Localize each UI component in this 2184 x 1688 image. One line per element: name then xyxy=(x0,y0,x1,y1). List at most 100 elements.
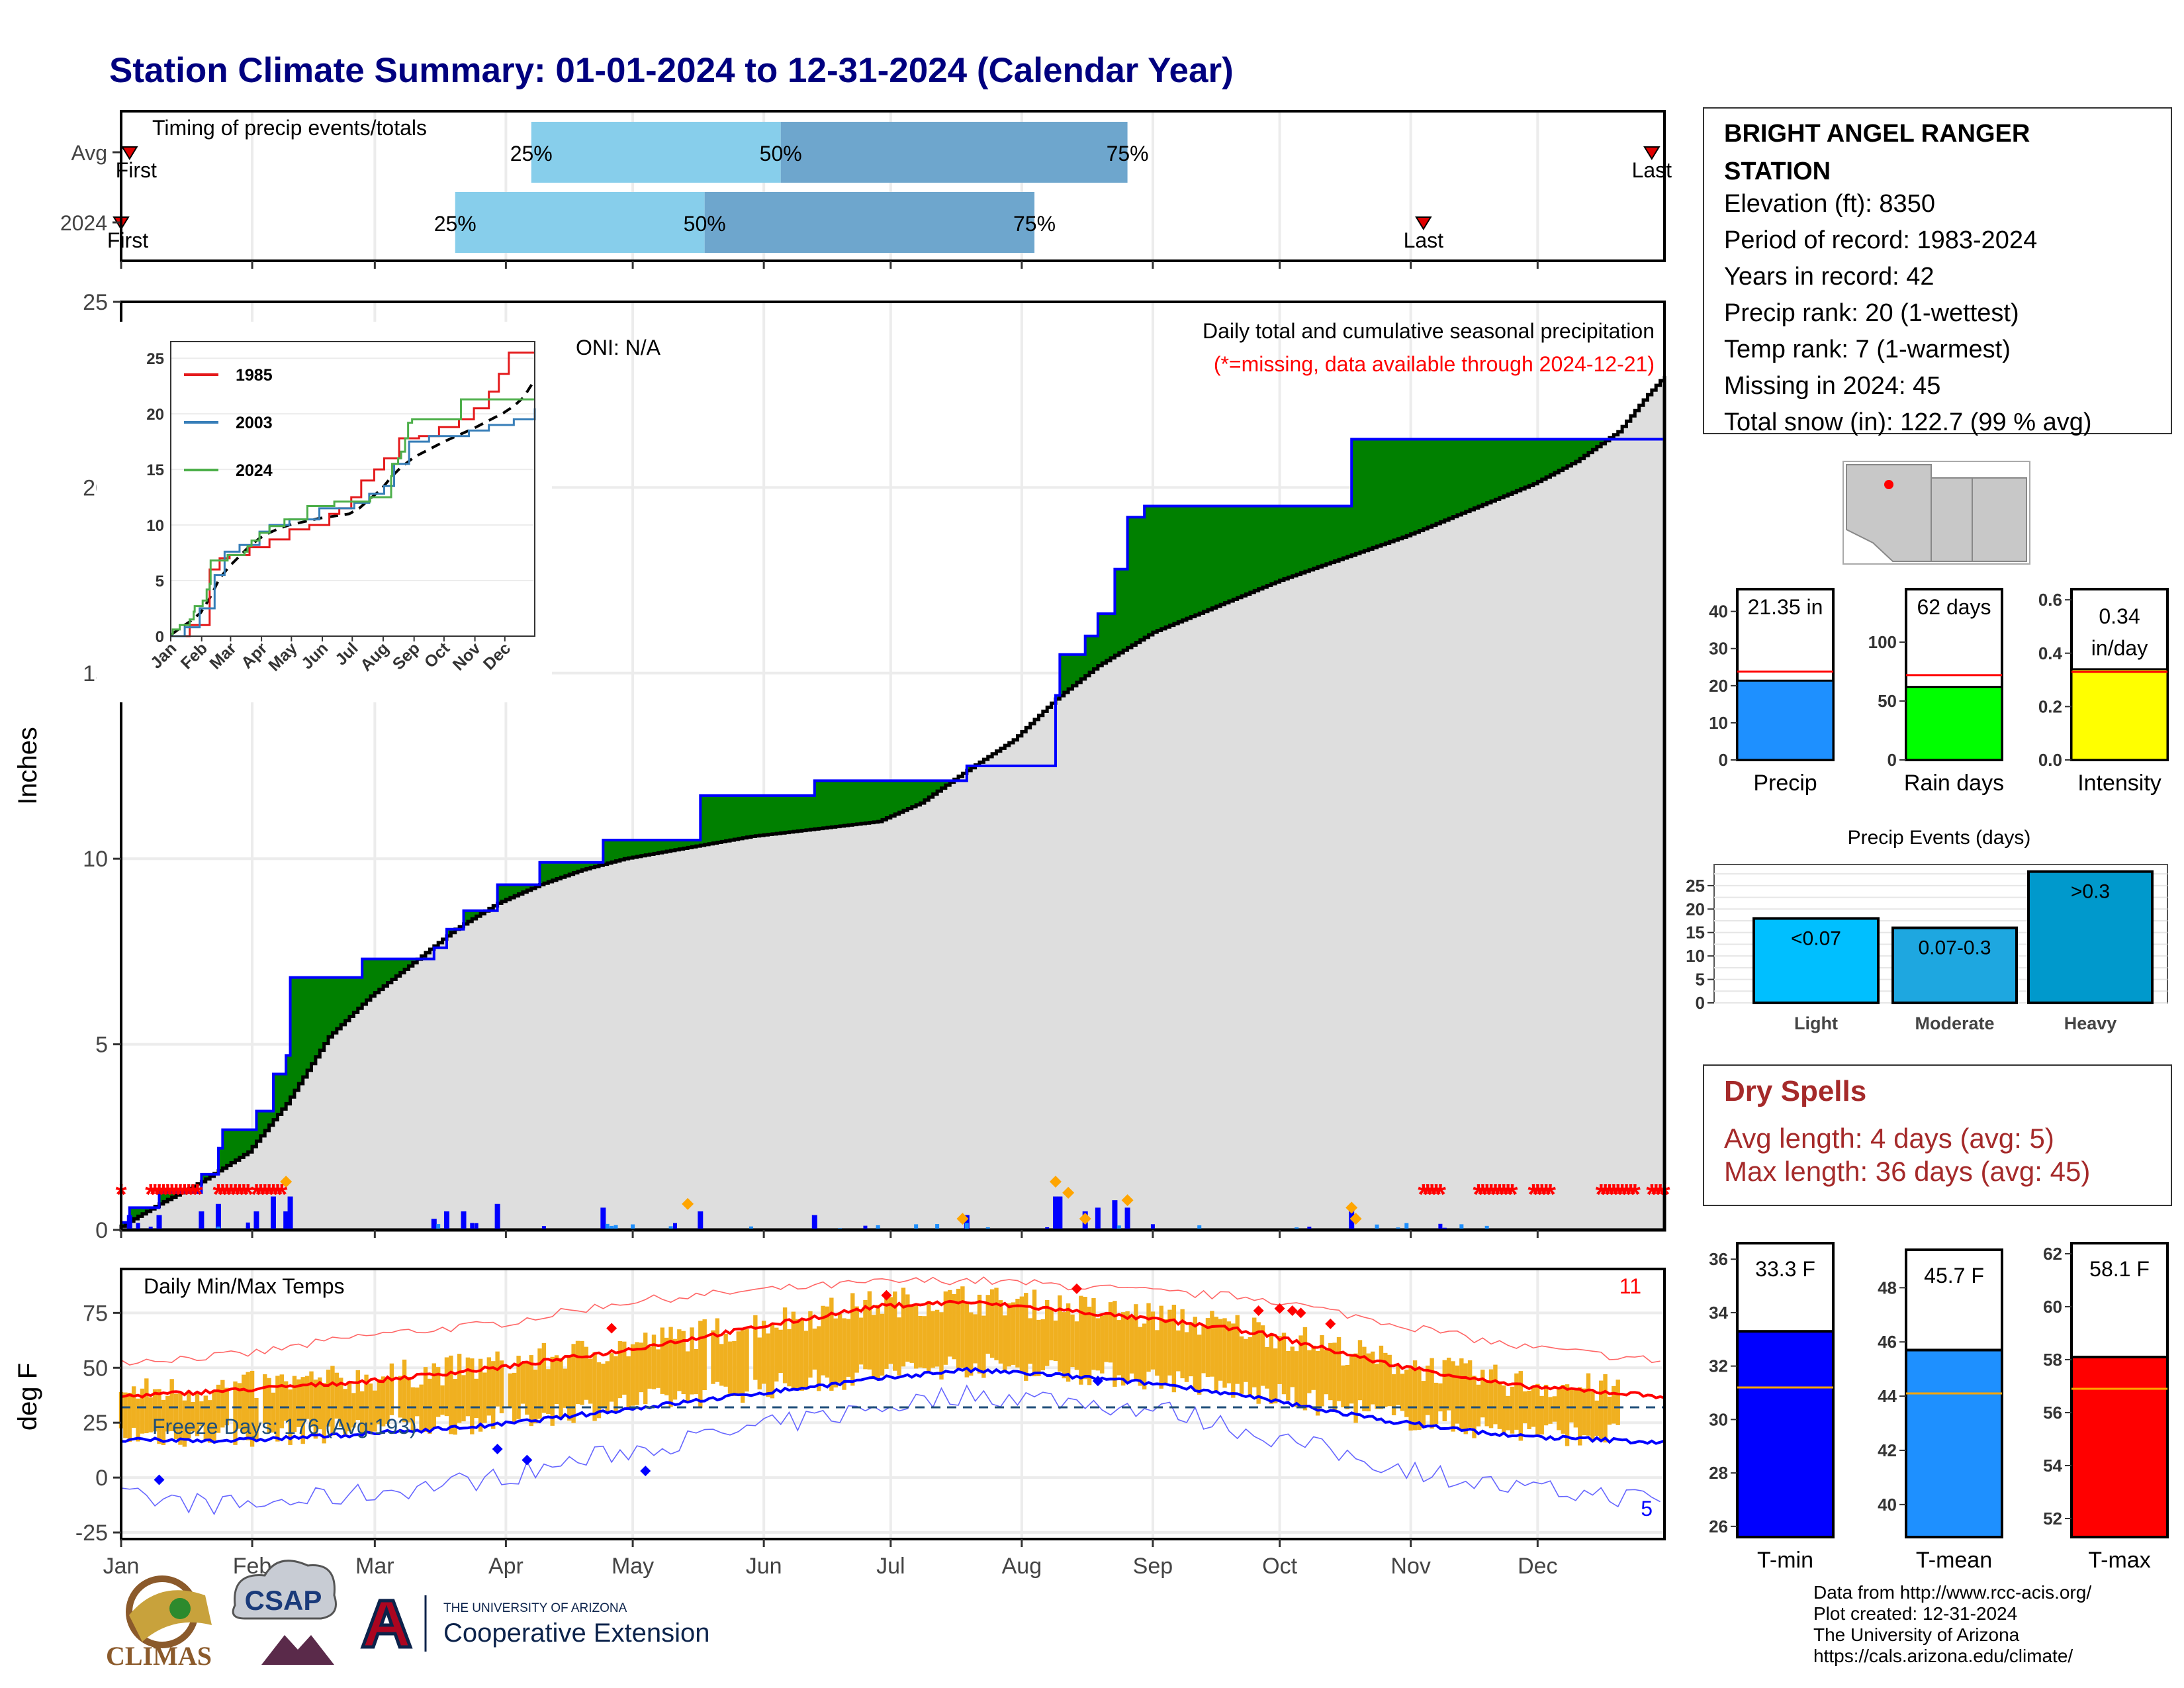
daily-temp-bar xyxy=(660,1327,664,1394)
precip-departure-bar xyxy=(1575,439,1581,462)
temp-summary-tick: 36 xyxy=(1709,1249,1728,1269)
missing-marker: * xyxy=(226,1178,238,1211)
precip-departure-bar xyxy=(514,884,520,896)
precip-departure-bar xyxy=(159,1192,164,1204)
first-label: First xyxy=(107,228,148,252)
precip-departure-bar xyxy=(341,977,346,1025)
precip-departure-bar xyxy=(1081,654,1086,679)
precip-departure-bar xyxy=(302,977,308,1077)
daily-temp-bar xyxy=(698,1321,703,1408)
precip-departure-bar xyxy=(780,795,786,833)
record-low-marker xyxy=(640,1466,651,1477)
daily-temp-bar xyxy=(901,1288,906,1367)
missing-marker: * xyxy=(1545,1178,1557,1211)
precip-departure-bar xyxy=(510,884,515,898)
precip-departure-bar xyxy=(1246,506,1251,594)
timing-bar-upper xyxy=(780,122,1128,183)
daily-temp-bar xyxy=(816,1326,821,1391)
daily-temp-bar xyxy=(1138,1327,1142,1386)
daily-temp-bar xyxy=(1036,1319,1041,1376)
daily-temp-bar xyxy=(283,1381,289,1421)
daily-temp-bar xyxy=(457,1354,462,1423)
precip-departure-bar xyxy=(747,795,752,837)
daily-temp-bar xyxy=(343,1389,347,1437)
daily-temp-bar xyxy=(1226,1321,1232,1383)
summary-tick-label: 0.0 xyxy=(2038,750,2062,770)
daily-precip-bar xyxy=(610,1225,614,1230)
daily-temp-bar xyxy=(1582,1388,1586,1436)
precip-departure-bar xyxy=(1461,439,1467,514)
missing-marker: * xyxy=(1418,1178,1430,1211)
daily-temp-bar xyxy=(1024,1293,1028,1381)
precip-departure-bar xyxy=(1127,517,1132,648)
daily-temp-bar xyxy=(1433,1382,1439,1425)
precip-departure-bar xyxy=(874,780,879,822)
event-bar-label: <0.07 xyxy=(1791,927,1841,949)
temp-summary-bar xyxy=(2070,1356,2169,1538)
last-label: Last xyxy=(1404,228,1444,252)
precip-departure-bar xyxy=(764,795,769,835)
precip-departure-bar xyxy=(725,795,731,841)
daily-precip-bar xyxy=(672,1223,677,1230)
daily-temp-bar xyxy=(1218,1319,1223,1381)
inset-series-line xyxy=(171,398,535,635)
missing-marker: * xyxy=(1481,1178,1493,1211)
precip-departure-bar xyxy=(743,795,748,838)
precip-departure-bar xyxy=(1495,439,1500,500)
daily-temp-bar xyxy=(242,1374,246,1433)
precip-departure-bar xyxy=(1220,506,1226,605)
daily-precip-bar xyxy=(136,1225,140,1230)
precip-departure-bar xyxy=(1339,506,1344,560)
inset-y-tick: 5 xyxy=(156,573,164,590)
daily-temp-bar xyxy=(410,1387,416,1431)
precip-departure-bar xyxy=(755,795,760,836)
temp-summary-tick: 62 xyxy=(2043,1244,2062,1264)
csap-cloud-icon xyxy=(232,1560,337,1620)
daily-temp-bar xyxy=(389,1363,394,1415)
precip-departure-bar xyxy=(1288,506,1293,578)
daily-temp-bar xyxy=(630,1344,635,1406)
daily-temp-bar xyxy=(952,1293,956,1360)
daily-temp-bar xyxy=(918,1315,923,1368)
month-label: Aug xyxy=(1002,1554,1042,1579)
daily-precip-bar xyxy=(964,1223,969,1230)
summary-tick-label: 0.2 xyxy=(2038,696,2062,716)
events-tick-label: 25 xyxy=(1686,876,1705,896)
daily-temp-bar xyxy=(825,1306,830,1378)
inset-plot-bg xyxy=(171,342,535,636)
missing-marker: * xyxy=(1541,1178,1553,1211)
precip-departure-bar xyxy=(1191,506,1196,617)
daily-temp-bar xyxy=(1328,1342,1333,1401)
daily-temp-bar xyxy=(998,1300,1003,1364)
precip-departure-bar xyxy=(937,780,942,792)
daily-temp-bar xyxy=(529,1355,533,1427)
daily-temp-bar xyxy=(1231,1323,1236,1398)
daily-precip-bar xyxy=(126,1215,132,1230)
missing-marker: * xyxy=(230,1178,242,1211)
csap-mountain-icon xyxy=(261,1635,334,1665)
missing-marker: * xyxy=(1426,1178,1438,1211)
precip-departure-bar xyxy=(129,1207,134,1221)
daily-temp-bar xyxy=(161,1399,166,1445)
precip-departure-bar xyxy=(332,977,338,1033)
daily-temp-bar xyxy=(1171,1304,1177,1393)
precip-departure-bar xyxy=(1292,506,1297,576)
daily-temp-bar xyxy=(584,1346,588,1400)
precip-departure-bar xyxy=(1165,506,1171,628)
daily-precip-bar xyxy=(541,1226,546,1230)
daily-temp-bar xyxy=(1281,1333,1287,1395)
daily-temp-bar xyxy=(787,1329,792,1387)
footer-line: https://cals.arizona.edu/climate/ xyxy=(1813,1646,2073,1666)
daily-temp-bar xyxy=(782,1307,788,1383)
precip-departure-bar xyxy=(1373,439,1378,548)
precip-departure-bar xyxy=(252,1129,257,1147)
precip-departure-bar xyxy=(1584,439,1589,456)
precip-departure-bar xyxy=(1571,439,1576,464)
precip-departure-bar xyxy=(1093,635,1099,669)
precip-departure-bar xyxy=(527,884,532,890)
missing-marker: * xyxy=(1600,1178,1612,1211)
precip-departure-bar xyxy=(1419,439,1424,531)
temp-summary-name: T-mean xyxy=(1916,1548,1992,1573)
precip-departure-bar xyxy=(387,959,392,983)
event-bar xyxy=(1891,926,2018,1004)
